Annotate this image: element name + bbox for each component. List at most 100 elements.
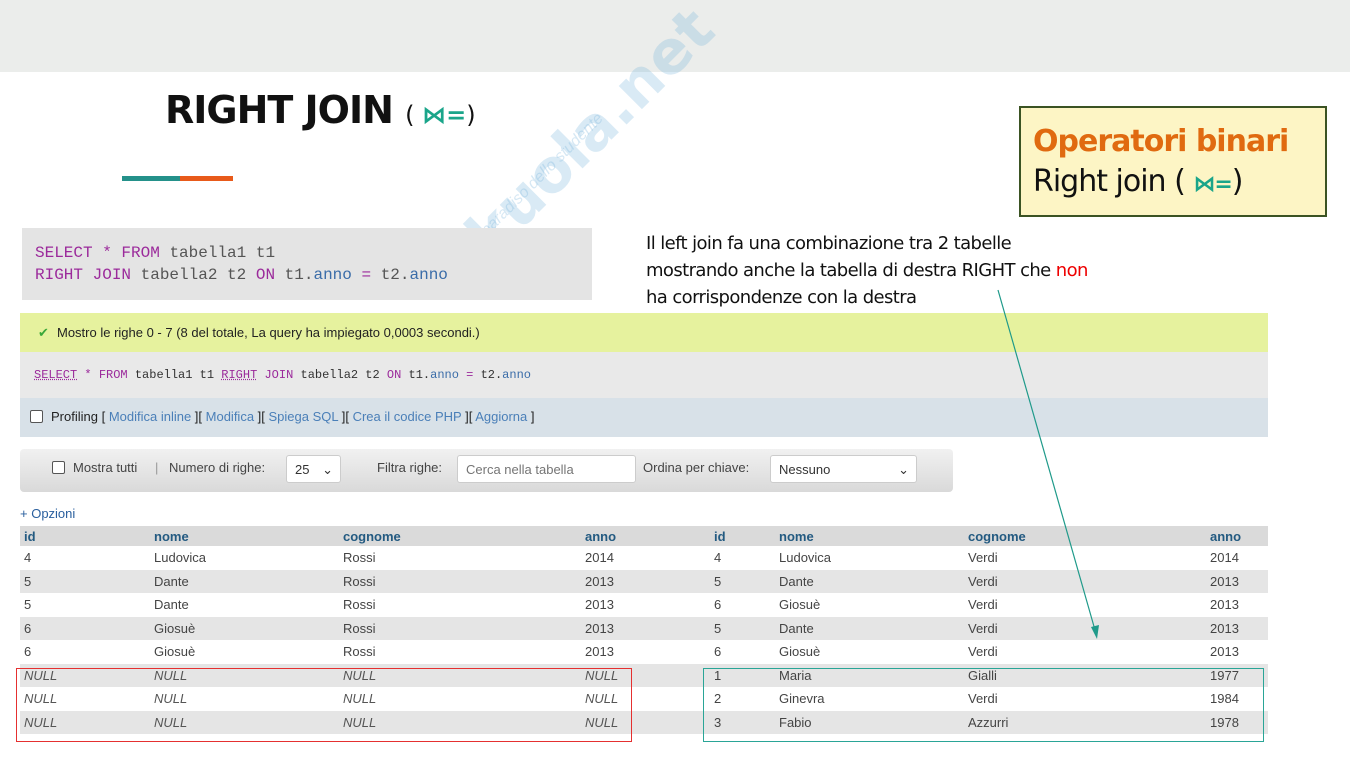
show-all-control[interactable]: Mostra tutti [52, 460, 137, 475]
paren: ) [466, 101, 476, 129]
table-cell: Rossi [339, 546, 581, 570]
sort-label: Ordina per chiave: [643, 460, 750, 475]
table-row: 5 Dante Rossi 2013 6 Giosuè Verdi 2013 [20, 593, 1268, 617]
table-cell: Giosuè [150, 640, 339, 664]
sql-right-link[interactable]: RIGHT [221, 368, 258, 382]
arrow-line [997, 289, 1096, 631]
table-cell: Fabio [775, 710, 964, 734]
show-all-checkbox[interactable] [52, 461, 65, 474]
table-cell: Rossi [339, 569, 581, 593]
column-header-cognome[interactable]: cognome [339, 526, 581, 546]
table-cell: NULL [20, 663, 150, 687]
profiling-checkbox[interactable] [30, 410, 43, 423]
table-cell: 6 [710, 640, 775, 664]
table-cell: 6 [20, 616, 150, 640]
code-text: tabella2 t2 [293, 368, 387, 382]
table-cell: NULL [20, 687, 150, 711]
table-cell: NULL [339, 663, 581, 687]
note-line: mostrando anche la tabella di destra RIG… [646, 257, 1088, 284]
column-header-id[interactable]: id [710, 526, 775, 546]
table-cell: NULL [581, 710, 710, 734]
table-cell: Dante [150, 593, 339, 617]
table-cell: Dante [775, 616, 964, 640]
table-cell: 6 [20, 640, 150, 664]
spiega-sql-link[interactable]: Spiega SQL [268, 409, 339, 424]
table-cell: Giosuè [150, 616, 339, 640]
kw: ON [255, 266, 285, 284]
kw: RIGHT JOIN [35, 266, 141, 284]
kw: = [458, 368, 481, 382]
code-text: tabella1 t1 [127, 368, 222, 382]
table-cell: Rossi [339, 616, 581, 640]
kw: ON [386, 368, 402, 382]
sort-select[interactable]: Nessuno ⌄ [770, 455, 917, 483]
sql-code-box: SELECT * FROM tabella1 t1 RIGHT JOIN tab… [22, 228, 592, 300]
paren: ) [1231, 164, 1244, 199]
filter-input[interactable] [457, 455, 636, 483]
table-cell: 2013 [1206, 640, 1268, 664]
table-cell: 5 [20, 569, 150, 593]
check-icon: ✔ [38, 325, 49, 340]
column-header-id[interactable]: id [20, 526, 150, 546]
table-cell: NULL [339, 710, 581, 734]
table-row: 4 Ludovica Rossi 2014 4 Ludovica Verdi 2014 [20, 546, 1268, 570]
chevron-down-icon: ⌄ [322, 462, 333, 477]
table-cell: 6 [710, 593, 775, 617]
table-cell: 4 [710, 546, 775, 570]
right-join-symbol-icon: ⋈= [1193, 172, 1232, 197]
table-cell: Rossi [339, 640, 581, 664]
table-cell: 5 [710, 616, 775, 640]
table-row: 6 Giosuè Rossi 2013 5 Dante Verdi 2013 [20, 616, 1268, 640]
table-cell: 2 [710, 687, 775, 711]
modifica-inline-link[interactable]: Modifica inline [108, 409, 192, 424]
sql-select-link[interactable]: SELECT [34, 368, 78, 382]
table-row: NULL NULL NULL NULL 1 Maria Gialli 1977 [20, 663, 1268, 687]
table-cell: Giosuè [775, 640, 964, 664]
table-cell: 1984 [1206, 687, 1268, 711]
profiling-label: Profiling [51, 409, 98, 424]
options-link[interactable]: + Opzioni [20, 506, 76, 521]
kw: FROM [98, 368, 128, 382]
code-line-2: RIGHT JOIN tabella2 t2 ON t1.anno = t2.a… [35, 266, 448, 284]
column-header-nome[interactable]: nome [150, 526, 339, 546]
field: anno [409, 266, 448, 284]
kw: SELECT [35, 244, 103, 262]
profiling-row: Profiling [ Modifica inline ][ Modifica … [20, 398, 1268, 437]
note-text: mostrando anche la tabella di destra RIG… [646, 260, 1056, 281]
filter-label: Filtra righe: [377, 460, 443, 475]
table-cell: Verdi [964, 593, 1206, 617]
crea-codice-php-link[interactable]: Crea il codice PHP [352, 409, 462, 424]
table-cell: Dante [775, 569, 964, 593]
top-band [0, 0, 1350, 72]
sort-value: Nessuno [779, 462, 831, 477]
table-cell: Azzurri [964, 710, 1206, 734]
table-cell: Rossi [339, 593, 581, 617]
accent-bar-teal [122, 176, 180, 181]
field: anno [313, 266, 352, 284]
column-header-anno[interactable]: anno [581, 526, 710, 546]
aggiorna-link[interactable]: Aggiorna [475, 409, 528, 424]
rows-label: Numero di righe: [169, 460, 266, 475]
sql-query-display: SELECT * FROM tabella1 t1 RIGHT JOIN tab… [20, 352, 1268, 398]
column-header-cognome[interactable]: cognome [964, 526, 1206, 546]
null-rows-highlight [16, 668, 632, 742]
table-row: NULL NULL NULL NULL 2 Ginevra Verdi 1984 [20, 687, 1268, 711]
table-cell: Dante [150, 569, 339, 593]
table-cell: Giosuè [775, 593, 964, 617]
table-cell: Gialli [964, 663, 1206, 687]
table-cell: Ludovica [150, 546, 339, 570]
table-cell: 2013 [581, 593, 710, 617]
table-cell: NULL [150, 710, 339, 734]
column-header-nome[interactable]: nome [775, 526, 964, 546]
modifica-link[interactable]: Modifica [205, 409, 255, 424]
unmatched-rows-highlight [703, 668, 1264, 742]
title-text: RIGHT JOIN [165, 88, 394, 132]
note-highlight: non [1055, 260, 1089, 281]
show-all-label: Mostra tutti [73, 460, 138, 475]
table-cell: 1978 [1206, 710, 1268, 734]
table-cell: 2014 [581, 546, 710, 570]
field: anno [502, 368, 531, 382]
column-header-anno[interactable]: anno [1206, 526, 1268, 546]
rows-select[interactable]: 25 ⌄ [286, 455, 341, 483]
